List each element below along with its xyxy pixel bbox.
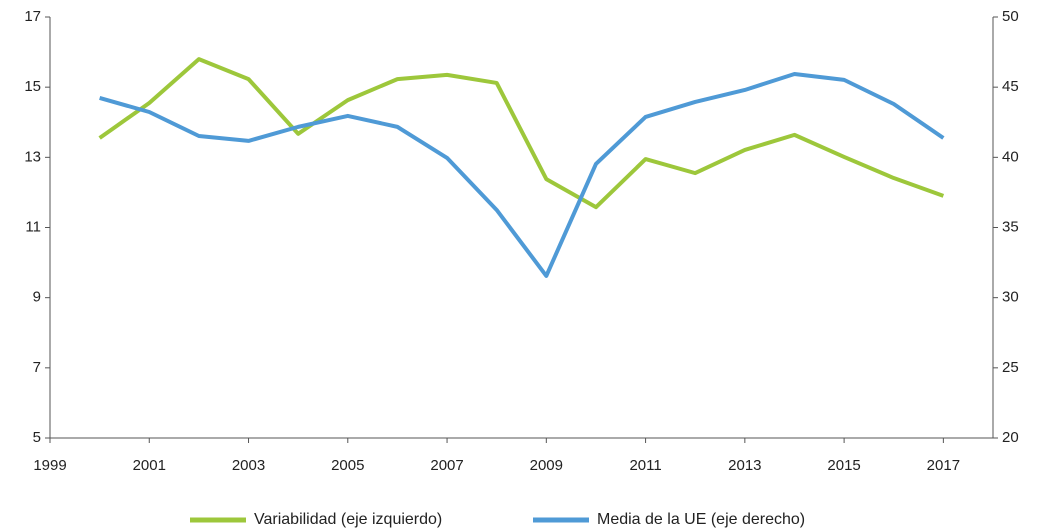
x-tick-label: 2003 (232, 457, 265, 474)
y-tick-label: 11 (25, 218, 41, 235)
legend-label: Variabilidad (eje izquierdo) (254, 511, 442, 528)
y-tick-label: 15 (24, 78, 41, 95)
y-tick-label: 5 (33, 429, 41, 446)
legend-label: Media de la UE (eje derecho) (597, 511, 805, 528)
x-tick-label: 2007 (430, 457, 463, 474)
y-tick-label: 13 (24, 148, 41, 165)
x-tick-label: 1999 (33, 457, 66, 474)
x-tick-label: 2017 (927, 457, 960, 474)
series-line (99, 71, 945, 278)
y2-tick-label: 20 (1002, 429, 1019, 446)
y2-tick-label: 45 (1002, 78, 1019, 95)
y-tick-label: 9 (33, 289, 41, 306)
y-tick-label: 7 (33, 359, 41, 376)
x-tick-label: 2001 (133, 457, 166, 474)
y2-tick-label: 50 (1002, 8, 1019, 25)
x-tick-label: 2013 (728, 457, 761, 474)
x-tick-label: 2009 (530, 457, 563, 474)
y2-tick-label: 25 (1002, 359, 1019, 376)
y2-tick-label: 40 (1002, 148, 1019, 165)
y2-tick-label: 35 (1002, 218, 1019, 235)
y-tick-label: 17 (24, 8, 41, 25)
x-tick-label: 2011 (629, 457, 661, 474)
x-tick-label: 2005 (331, 457, 364, 474)
series-line (98, 57, 945, 210)
x-tick-label: 2015 (827, 457, 860, 474)
y2-tick-label: 30 (1002, 289, 1019, 306)
